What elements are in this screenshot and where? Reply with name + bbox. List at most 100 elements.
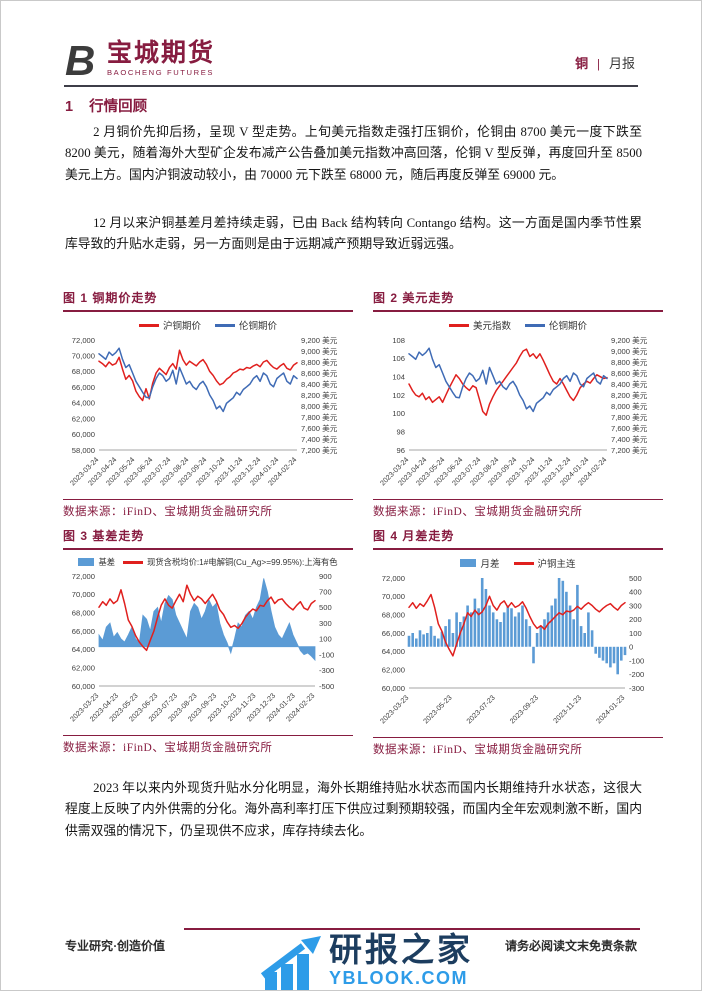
chart-1-plot: 72,000 70,000 68,000 66,000 64,000 62,000 60,0… bbox=[68, 335, 338, 488]
watermark-site: YBLOOK.COM bbox=[329, 968, 468, 988]
chart-4-plot: 72,000 70,000 68,000 66,000 64,000 62,000 60,0… bbox=[378, 574, 644, 726]
chart-block-3: 图 3 基差走势 基差 现货含税均价:1#电解铜(Cu_Ag>=99.95%):… bbox=[63, 527, 353, 755]
brand-name-cn: 宝城期货 bbox=[107, 39, 216, 67]
svg-text:2024-01-23: 2024-01-23 bbox=[594, 693, 626, 725]
svg-text:500: 500 bbox=[319, 603, 332, 612]
chart-2-source: 数据来源：iFinD、宝城期货金融研究所 bbox=[373, 499, 663, 519]
legend-swatch-line bbox=[513, 561, 534, 565]
svg-text:8,000 美元: 8,000 美元 bbox=[301, 401, 338, 411]
legend-label: 基差 bbox=[98, 557, 116, 567]
legend-label: 美元指数 bbox=[472, 321, 511, 332]
svg-text:66,000: 66,000 bbox=[382, 629, 405, 638]
svg-text:64,000: 64,000 bbox=[72, 399, 95, 408]
svg-text:8,400 美元: 8,400 美元 bbox=[301, 379, 338, 389]
paragraph-2: 12 月以来沪铜基差月差持续走弱，已由 Back 结构转向 Contango 结… bbox=[65, 216, 642, 252]
legend-swatch-line bbox=[448, 323, 469, 327]
header-divider bbox=[64, 85, 638, 87]
svg-text:200: 200 bbox=[629, 615, 642, 624]
legend-item: 现货含税均价:1#电解铜(Cu_Ag>=99.95%):上海有色 bbox=[123, 556, 338, 568]
chart-1-legend: 沪铜期价 伦铜期价 bbox=[63, 318, 353, 332]
svg-text:62,000: 62,000 bbox=[382, 665, 405, 674]
chart-block-2: 图 2 美元走势 美元指数 伦铜期价 108 106 104 102 100 98 96 9,… bbox=[373, 289, 663, 519]
chart-block-4: 图 4 月差走势 月差 沪铜主连 72,000 70,000 68,000 66,00… bbox=[373, 527, 663, 757]
watermark: 研报之家 YBLOOK.COM bbox=[259, 931, 473, 990]
svg-text:8,800 美元: 8,800 美元 bbox=[301, 357, 338, 367]
svg-text:70,000: 70,000 bbox=[72, 352, 95, 361]
svg-text:900: 900 bbox=[319, 572, 332, 581]
svg-text:104: 104 bbox=[392, 372, 405, 381]
svg-text:7,800 美元: 7,800 美元 bbox=[611, 412, 648, 422]
legend-item: 沪铜主连 bbox=[513, 556, 576, 570]
legend-item: 美元指数 bbox=[448, 318, 511, 332]
svg-text:700: 700 bbox=[319, 588, 332, 597]
legend-swatch-rect bbox=[78, 558, 95, 566]
legend-swatch-rect bbox=[460, 559, 477, 567]
svg-text:9,200 美元: 9,200 美元 bbox=[301, 335, 338, 345]
svg-text:9,000 美元: 9,000 美元 bbox=[611, 346, 648, 356]
chart-2-legend: 美元指数 伦铜期价 bbox=[373, 318, 663, 332]
svg-text:2023-09-23: 2023-09-23 bbox=[508, 693, 540, 725]
svg-text:100: 100 bbox=[629, 629, 642, 638]
svg-text:7,400 美元: 7,400 美元 bbox=[301, 434, 338, 444]
legend-label: 月差 bbox=[480, 559, 500, 570]
legend-swatch-line bbox=[215, 323, 235, 327]
chart-4-legend: 月差 沪铜主连 bbox=[373, 556, 663, 570]
chart-3-plot: 72,000 70,000 68,000 66,000 64,000 62,000 60,0… bbox=[68, 572, 334, 724]
svg-text:-100: -100 bbox=[319, 650, 334, 659]
svg-text:-200: -200 bbox=[629, 670, 644, 679]
svg-text:300: 300 bbox=[629, 601, 642, 610]
svg-text:8,400 美元: 8,400 美元 bbox=[611, 379, 648, 389]
section-number: 1 bbox=[65, 99, 74, 115]
footer-divider bbox=[184, 928, 640, 930]
svg-text:102: 102 bbox=[392, 391, 405, 400]
legend-label: 伦铜期价 bbox=[239, 321, 278, 332]
baocheng-logo-icon: B bbox=[65, 39, 95, 83]
svg-text:2023-11-23: 2023-11-23 bbox=[551, 693, 583, 725]
chart-1-title: 图 1 铜期价走势 bbox=[63, 289, 353, 312]
svg-text:68,000: 68,000 bbox=[382, 610, 405, 619]
svg-text:9,000 美元: 9,000 美元 bbox=[301, 346, 338, 356]
svg-text:-300: -300 bbox=[629, 684, 644, 693]
svg-text:0: 0 bbox=[629, 643, 633, 652]
watermark-name: 研报之家 bbox=[329, 931, 473, 968]
svg-text:-500: -500 bbox=[319, 682, 334, 691]
doc-commodity: 铜 bbox=[575, 56, 589, 71]
legend-item: 伦铜期价 bbox=[215, 318, 277, 332]
svg-text:60,000: 60,000 bbox=[72, 682, 95, 691]
svg-text:62,000: 62,000 bbox=[72, 414, 95, 423]
svg-text:64,000: 64,000 bbox=[382, 647, 405, 656]
legend-item: 月差 bbox=[460, 556, 500, 570]
svg-text:B: B bbox=[65, 39, 95, 83]
paragraph-1: 2 月铜价先抑后扬，呈现 V 型走势。上旬美元指数走强打压铜价，伦铜由 8700… bbox=[65, 125, 642, 182]
paragraph-3: 2023 年以来内外现货升贴水分化明显，海外长期维持贴水状态而国内长期维持升水状… bbox=[65, 781, 642, 838]
chart-4-source: 数据来源：iFinD、宝城期货金融研究所 bbox=[373, 737, 663, 757]
svg-text:72,000: 72,000 bbox=[382, 574, 405, 583]
svg-text:60,000: 60,000 bbox=[382, 684, 405, 693]
chart-2-title: 图 2 美元走势 bbox=[373, 289, 663, 312]
svg-text:70,000: 70,000 bbox=[72, 590, 95, 599]
legend-swatch-line bbox=[123, 560, 144, 564]
svg-text:8,800 美元: 8,800 美元 bbox=[611, 357, 648, 367]
section-title: 1 行情回顾 bbox=[65, 95, 147, 116]
legend-item: 沪铜期价 bbox=[138, 318, 201, 332]
svg-text:100: 100 bbox=[319, 635, 332, 644]
chart-1-source: 数据来源：iFinD、宝城期货金融研究所 bbox=[63, 499, 353, 519]
svg-text:98: 98 bbox=[397, 427, 405, 436]
legend-item: 伦铜期价 bbox=[525, 318, 587, 332]
doc-tag: 铜 | 月报 bbox=[575, 53, 635, 72]
svg-text:300: 300 bbox=[319, 619, 332, 628]
legend-item: 基差 bbox=[78, 556, 115, 568]
legend-label: 沪铜主连 bbox=[537, 559, 576, 570]
legend-label: 沪铜期价 bbox=[162, 321, 201, 332]
svg-text:58,000: 58,000 bbox=[72, 446, 95, 455]
svg-text:8,600 美元: 8,600 美元 bbox=[611, 368, 648, 378]
legend-swatch-line bbox=[525, 323, 545, 327]
legend-label: 现货含税均价:1#电解铜(Cu_Ag>=99.95%):上海有色 bbox=[147, 557, 338, 567]
footer-slogan: 专业研究·创造价值 bbox=[65, 939, 166, 953]
svg-text:108: 108 bbox=[392, 336, 405, 345]
svg-text:68,000: 68,000 bbox=[72, 608, 95, 617]
svg-text:9,200 美元: 9,200 美元 bbox=[611, 335, 648, 345]
chart-3-source: 数据来源：iFinD、宝城期货金融研究所 bbox=[63, 735, 353, 755]
svg-text:100: 100 bbox=[392, 409, 405, 418]
chart-2-plot: 108 106 104 102 100 98 96 9,200 美元9,000 美元8,800… bbox=[378, 335, 648, 488]
